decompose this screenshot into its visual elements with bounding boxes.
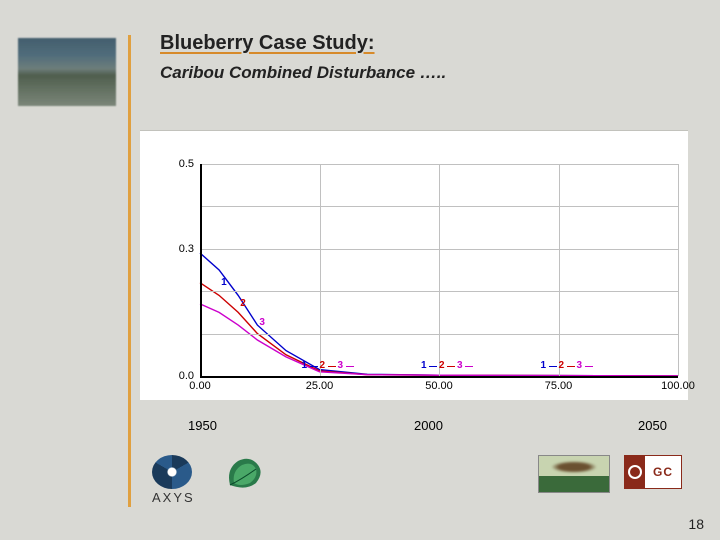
series-marker-label-3: 3	[457, 360, 463, 371]
y-axis-label: 0.3	[179, 243, 200, 255]
y-axis-label: 0.5	[179, 158, 200, 170]
series-marker-label-2: 2	[320, 360, 326, 371]
chart-plot-area: 0.00.30.50.0025.0050.0075.00100.00123123…	[200, 164, 678, 376]
series-marker-dash-2	[567, 366, 575, 368]
series-marker-label-2: 2	[559, 360, 565, 371]
mk-logo-icon	[538, 455, 610, 493]
series-marker-label-1: 1	[302, 360, 308, 371]
year-label-1950: 1950	[188, 418, 217, 433]
x-axis-label: 50.00	[425, 376, 453, 392]
logo-row: AXYS GC	[138, 455, 698, 497]
series-marker-dash-1	[549, 366, 557, 368]
grid-line-v	[559, 164, 560, 376]
series-marker-label-3: 3	[577, 360, 583, 371]
series-marker-dash-1	[310, 366, 318, 368]
series-marker-dash-3	[465, 366, 473, 368]
grid-line-v	[320, 164, 321, 376]
grid-line-v	[678, 164, 679, 376]
axys-logo: AXYS	[152, 455, 195, 493]
slide-title: Blueberry Case Study:	[160, 32, 700, 55]
slide-header: Blueberry Case Study: Caribou Combined D…	[160, 32, 700, 83]
year-label-2000: 2000	[414, 418, 443, 433]
slide-subtitle: Caribou Combined Disturbance …..	[160, 63, 700, 83]
x-axis-label: 75.00	[545, 376, 573, 392]
series-marker-dash-2	[447, 366, 455, 368]
axys-logo-icon	[152, 455, 192, 489]
axys-logo-text: AXYS	[152, 490, 195, 505]
x-axis-label: 100.00	[661, 376, 695, 392]
series-marker-label-2: 2	[439, 360, 445, 371]
series-marker-label-1: 1	[541, 360, 547, 371]
year-label-2050: 2050	[638, 418, 667, 433]
series-marker-label-3: 3	[338, 360, 344, 371]
chart: 0.00.30.50.0025.0050.0075.00100.00123123…	[140, 130, 688, 400]
ogc-logo-text: GC	[645, 456, 681, 488]
series-label-1: 1	[221, 277, 227, 288]
grid-line-v	[439, 164, 440, 376]
slide-thumbnail	[18, 38, 116, 106]
leaf-logo	[224, 455, 266, 493]
series-label-2: 2	[240, 298, 246, 309]
sidebar-rule	[128, 35, 131, 507]
series-marker-dash-1	[429, 366, 437, 368]
x-axis-label: 25.00	[306, 376, 334, 392]
mk-logo	[538, 455, 610, 493]
series-label-3: 3	[259, 317, 265, 328]
ogc-logo-icon: GC	[624, 455, 682, 489]
leaf-logo-icon	[224, 455, 266, 491]
x-axis	[200, 376, 678, 378]
series-marker-dash-2	[328, 366, 336, 368]
ogc-logo: GC	[624, 455, 682, 493]
x-axis-label: 0.00	[189, 376, 210, 392]
y-axis	[200, 164, 202, 376]
page-number: 18	[688, 516, 704, 532]
series-marker-label-1: 1	[421, 360, 427, 371]
series-marker-dash-3	[585, 366, 593, 368]
series-marker-dash-3	[346, 366, 354, 368]
